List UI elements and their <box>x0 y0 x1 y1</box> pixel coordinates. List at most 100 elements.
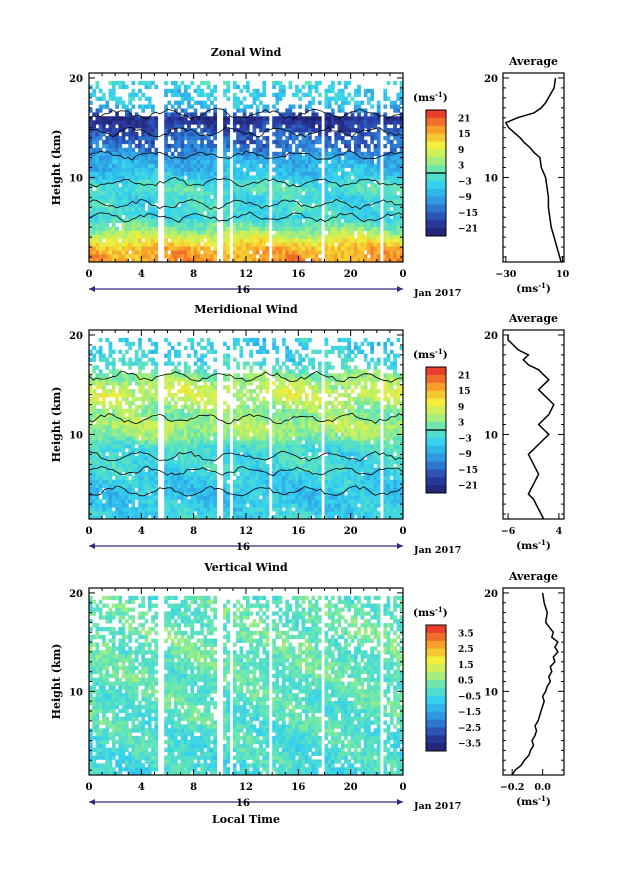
heatmap-cell <box>360 226 365 231</box>
heatmap-cell <box>196 84 201 90</box>
heatmap-cell <box>167 132 172 137</box>
heatmap-cell <box>138 444 142 449</box>
heatmap-cell <box>200 440 204 445</box>
heatmap-cell <box>138 499 142 504</box>
heatmap-cell <box>196 448 201 453</box>
heatmap-cell <box>183 116 188 121</box>
heatmap-cell <box>193 377 198 382</box>
heatmap-cell <box>285 254 289 259</box>
heatmap-cell <box>353 88 358 94</box>
heatmap-cell <box>151 404 155 410</box>
heatmap-cell <box>128 416 132 421</box>
heatmap-cell <box>92 230 96 235</box>
heatmap-cell <box>393 175 397 180</box>
heatmap-cell <box>108 139 113 145</box>
heatmap-cell <box>170 258 175 263</box>
heatmap-cell <box>200 132 204 137</box>
heatmap-cell <box>111 136 116 141</box>
heatmap-cell <box>180 515 185 520</box>
heatmap-cell <box>262 242 267 247</box>
heatmap-cell <box>102 143 106 149</box>
heatmap-cell <box>272 187 276 192</box>
heatmap-cell <box>164 400 168 406</box>
heatmap-cell <box>242 143 247 149</box>
heatmap-cell <box>304 246 309 251</box>
heatmap-cell <box>298 175 302 180</box>
heatmap-cell <box>95 420 100 425</box>
heatmap-cell <box>164 139 168 145</box>
heatmap-cell <box>386 206 391 212</box>
heatmap-cell <box>138 163 142 168</box>
heatmap-cell <box>144 452 149 457</box>
heatmap-cell <box>200 116 204 121</box>
heatmap-cell <box>301 163 306 168</box>
heatmap-cell <box>128 432 132 437</box>
heatmap-cell <box>102 424 106 429</box>
heatmap-cell <box>226 191 231 196</box>
heatmap-cell <box>190 230 195 235</box>
heatmap-cell <box>102 456 106 461</box>
heatmap-cell <box>138 254 142 259</box>
heatmap-cell <box>223 246 227 251</box>
heatmap-cell <box>95 365 100 370</box>
heatmap-cell <box>154 404 159 410</box>
heatmap-cell <box>98 179 103 184</box>
heatmap-cell <box>206 163 211 168</box>
heatmap-cell <box>105 199 110 204</box>
heatmap-cell <box>360 206 365 212</box>
heatmap-cell <box>324 132 329 137</box>
heatmap-cell <box>190 373 195 378</box>
heatmap-cell <box>180 151 185 157</box>
heatmap-cell <box>203 155 208 160</box>
heatmap-cell <box>203 147 208 153</box>
heatmap-cell <box>255 155 260 160</box>
heatmap-cell <box>203 175 208 180</box>
heatmap-cell <box>393 206 397 212</box>
heatmap-cell <box>180 416 185 421</box>
heatmap-cell <box>386 120 391 125</box>
heatmap-cell <box>115 246 119 251</box>
heatmap-cell <box>167 124 172 129</box>
heatmap-cell <box>295 143 299 149</box>
heatmap-cell <box>105 163 110 168</box>
heatmap-cell <box>115 467 119 473</box>
heatmap-cell <box>255 116 260 121</box>
heatmap-cell <box>249 234 253 239</box>
heatmap-cell <box>111 159 116 164</box>
heatmap-cell <box>141 163 145 168</box>
heatmap-cell <box>334 202 338 208</box>
heatmap-cell <box>193 471 198 477</box>
heatmap-cell <box>190 452 195 457</box>
heatmap-cell <box>331 183 335 188</box>
heatmap-cell <box>144 420 149 425</box>
heatmap-cell <box>288 112 293 117</box>
heatmap-cell <box>367 132 371 137</box>
heatmap-cell <box>196 155 201 160</box>
heatmap-cell <box>324 116 329 121</box>
heatmap-cell <box>236 167 240 172</box>
heatmap-cell <box>246 199 250 204</box>
heatmap-cell <box>98 440 103 445</box>
heatmap-cell <box>180 171 185 176</box>
heatmap-cell <box>144 499 149 504</box>
heatmap-cell <box>167 234 172 239</box>
heatmap-cell <box>89 377 93 382</box>
heatmap-cell <box>196 175 201 180</box>
heatmap-cell <box>223 80 227 86</box>
heatmap-cell <box>223 143 227 149</box>
heatmap-cell <box>210 393 214 398</box>
heatmap-cell <box>167 503 172 508</box>
heatmap-cell <box>389 175 394 180</box>
heatmap-cell <box>255 159 260 164</box>
heatmap-cell <box>134 132 139 137</box>
heatmap-cell <box>154 84 159 90</box>
heatmap-cell <box>95 373 100 378</box>
heatmap-cell <box>232 230 237 235</box>
heatmap-cell <box>295 242 299 247</box>
heatmap-cell <box>389 171 394 176</box>
heatmap-cell <box>128 515 132 520</box>
heatmap-cell <box>206 104 211 109</box>
heatmap-cell <box>265 167 270 172</box>
heatmap-cell <box>389 195 394 200</box>
heatmap-cell <box>288 214 293 220</box>
